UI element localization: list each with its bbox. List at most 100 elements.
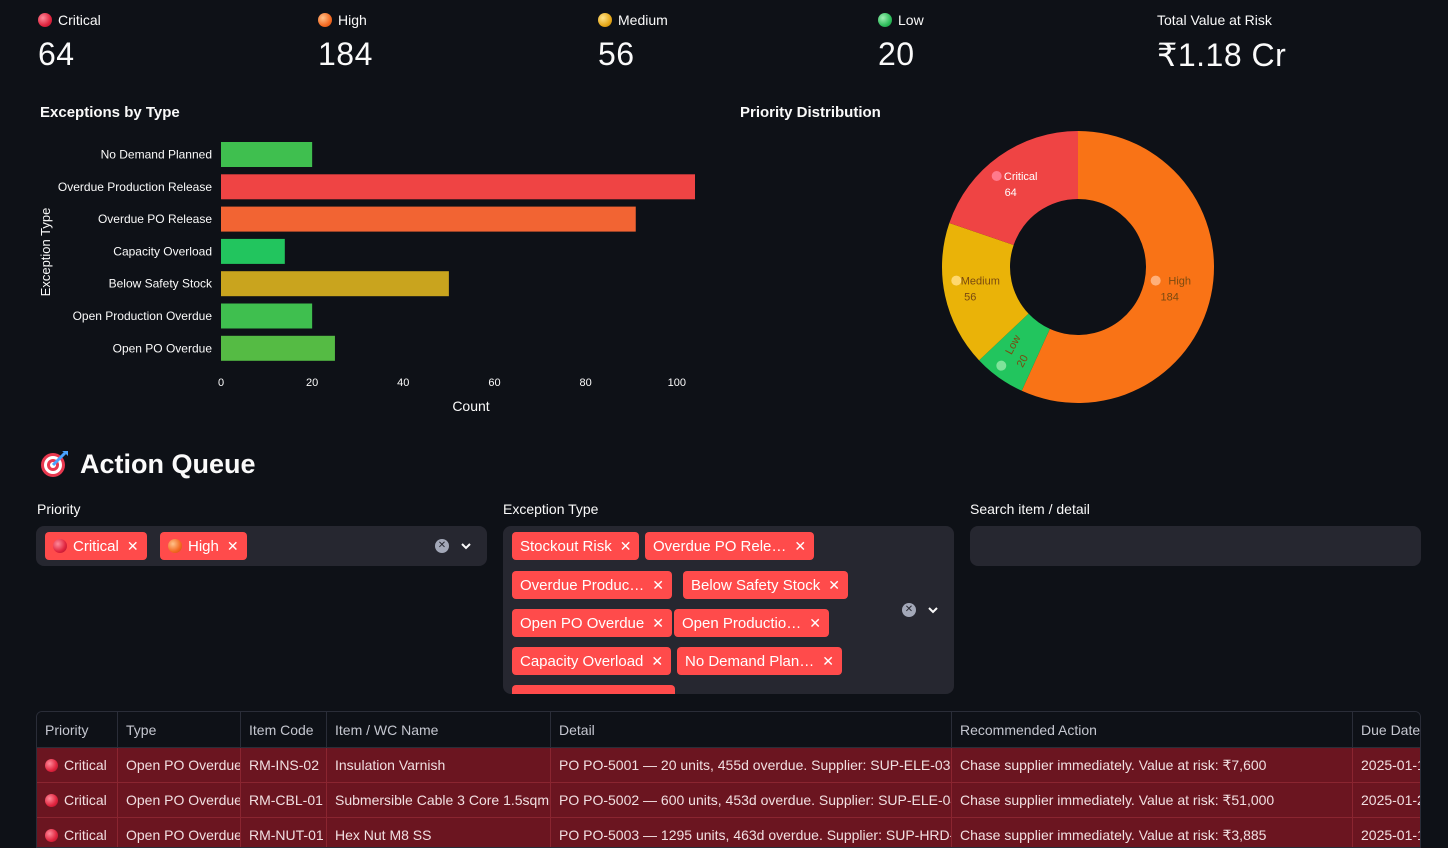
column-header-item-name[interactable]: Item / WC Name <box>327 712 551 747</box>
remove-chip-icon[interactable]: ✕ <box>794 537 807 554</box>
x-tick-label: 60 <box>488 377 500 389</box>
table-row[interactable]: Critical Open PO Overdue RM-CBL-01 Subme… <box>37 783 1420 818</box>
clear-all-icon[interactable]: ✕ <box>435 539 449 553</box>
cell-priority: Critical <box>37 748 118 782</box>
cell-item-name: Insulation Varnish <box>327 748 551 782</box>
exception-chip[interactable]: Open Productio… ✕ <box>674 609 829 637</box>
exception-chip[interactable]: Overdue Produc… ✕ <box>512 571 672 599</box>
slice-value: 64 <box>1005 187 1017 199</box>
exception-chip[interactable]: Open PO Overdue ✕ <box>512 609 672 637</box>
exception-chip[interactable]: Below Safety Stock ✕ <box>683 571 848 599</box>
pie-slice[interactable] <box>949 131 1078 245</box>
remove-chip-icon[interactable]: ✕ <box>126 537 139 554</box>
exception-type-filter-label: Exception Type <box>503 501 599 517</box>
bar[interactable] <box>221 303 313 329</box>
bar[interactable] <box>221 174 695 200</box>
slice-label: Critical 64 <box>991 171 1038 199</box>
column-header-type[interactable]: Type <box>118 712 241 747</box>
priority-chip-critical[interactable]: Critical ✕ <box>45 532 147 560</box>
chip-label: Open PO Overdue <box>520 614 645 632</box>
remove-chip-icon[interactable]: ✕ <box>652 576 664 593</box>
cell-due-date: 2025-01-1 <box>1361 827 1421 843</box>
clear-all-icon[interactable]: ✕ <box>902 603 916 617</box>
action-queue-table[interactable]: Priority Type Item Code Item / WC Name D… <box>36 711 1421 848</box>
red-circle-icon <box>45 758 58 772</box>
pie-slice[interactable] <box>942 222 1029 361</box>
remove-chip-icon[interactable]: ✕ <box>809 614 821 631</box>
remove-chip-icon[interactable]: ✕ <box>652 614 664 631</box>
slice-name: Critical <box>1004 171 1038 183</box>
exception-type-multiselect[interactable]: Stockout Risk ✕ Overdue PO Rele… ✕ Overdue… <box>503 526 954 694</box>
x-tick-label: 20 <box>306 377 318 389</box>
bar[interactable] <box>221 271 449 297</box>
orange-circle-icon <box>168 539 182 553</box>
remove-chip-icon[interactable]: ✕ <box>651 652 664 669</box>
table-row[interactable]: Critical Open PO Overdue RM-INS-02 Insul… <box>37 748 1420 783</box>
remove-chip-icon[interactable]: ✕ <box>619 537 632 554</box>
exception-chip[interactable]: Stockout Risk ✕ <box>512 532 640 560</box>
exception-chip[interactable]: Overdue PO Rele… ✕ <box>645 532 815 560</box>
chevron-down-icon[interactable] <box>926 603 940 617</box>
column-header-recommended-action[interactable]: Recommended Action <box>952 712 1353 747</box>
remove-chip-icon[interactable]: ✕ <box>822 652 834 669</box>
bar[interactable] <box>221 206 636 232</box>
slice-label: High 184 <box>1150 275 1191 304</box>
cell-recommended-action: Chase supplier immediately. Value at ris… <box>952 783 1353 817</box>
table-header: Priority Type Item Code Item / WC Name D… <box>37 712 1421 748</box>
x-tick-label: 80 <box>579 377 591 389</box>
column-header-due-date[interactable]: Due Date <box>1361 721 1421 738</box>
priority-filter-label: Priority <box>37 501 81 517</box>
chevron-down-icon[interactable] <box>459 539 473 553</box>
cell-type: Open PO Overdue <box>118 783 241 817</box>
remove-chip-icon[interactable]: ✕ <box>226 537 239 554</box>
exception-chip[interactable]: No Demand Plan… ✕ <box>677 647 842 675</box>
exception-chip[interactable]: Capacity Overload ✕ <box>512 647 672 675</box>
column-header-detail[interactable]: Detail <box>551 712 952 747</box>
metric-total-value-at-risk: Total Value at Risk ₹1.18 Cr <box>1157 10 1286 74</box>
exceptions-by-type-chart[interactable]: No Demand Planned Overdue Production Rele… <box>0 130 700 430</box>
pie-slice[interactable] <box>979 313 1050 391</box>
cell-item-code: RM-CBL-01 <box>241 783 327 817</box>
column-header-priority[interactable]: Priority <box>37 712 118 747</box>
table-row[interactable]: Critical Open PO Overdue RM-NUT-01 Hex N… <box>37 818 1421 847</box>
bar[interactable] <box>221 335 335 361</box>
slice-dot-icon <box>951 275 962 286</box>
cell-priority: Critical <box>37 818 118 847</box>
pie-slice[interactable] <box>1021 131 1214 403</box>
remove-chip-icon[interactable]: ✕ <box>828 576 840 593</box>
chip-label: No Demand Plan… <box>685 652 815 670</box>
column-header-item-code[interactable]: Item Code <box>241 712 327 747</box>
priority-chip-high[interactable]: High ✕ <box>160 532 247 560</box>
cell-item-code: RM-INS-02 <box>241 748 327 782</box>
y-tick-label: Overdue PO Release <box>98 212 212 226</box>
y-tick-label: Overdue Production Release <box>58 180 212 194</box>
green-circle-icon <box>878 13 892 27</box>
x-tick-label: 0 <box>218 377 224 389</box>
cell-recommended-action: Chase supplier immediately. Value at ris… <box>952 748 1353 782</box>
y-tick-label: Open Production Overdue <box>73 309 213 323</box>
exception-chip-partial[interactable] <box>512 685 675 694</box>
search-input[interactable] <box>970 526 1421 566</box>
cell-detail: PO PO-5001 — 20 units, 455d overdue. Sup… <box>551 748 952 782</box>
bar[interactable] <box>221 238 285 264</box>
section-title-text: Action Queue <box>80 448 256 479</box>
chip-label: Open Productio… <box>682 614 802 632</box>
metric-value: 184 <box>318 36 373 72</box>
slice-dot-icon <box>991 171 1002 182</box>
action-queue-heading: Action Queue <box>38 448 256 480</box>
bar[interactable] <box>221 142 313 167</box>
priority-multiselect[interactable]: Critical ✕ High ✕ ✕ <box>36 526 487 566</box>
chip-label: Stockout Risk <box>520 537 612 555</box>
y-axis-label: Exception Type <box>38 208 53 297</box>
priority-text: Critical <box>64 827 107 843</box>
chip-label: Below Safety Stock <box>691 576 821 594</box>
metric-label: Critical <box>58 12 101 28</box>
metric-medium: Medium 56 <box>598 10 668 73</box>
red-circle-icon <box>38 13 52 27</box>
priority-text: Critical <box>64 757 107 773</box>
metric-low: Low 20 <box>878 10 924 73</box>
red-circle-icon <box>45 828 58 842</box>
metric-value: 20 <box>878 36 915 72</box>
red-circle-icon <box>45 793 58 807</box>
